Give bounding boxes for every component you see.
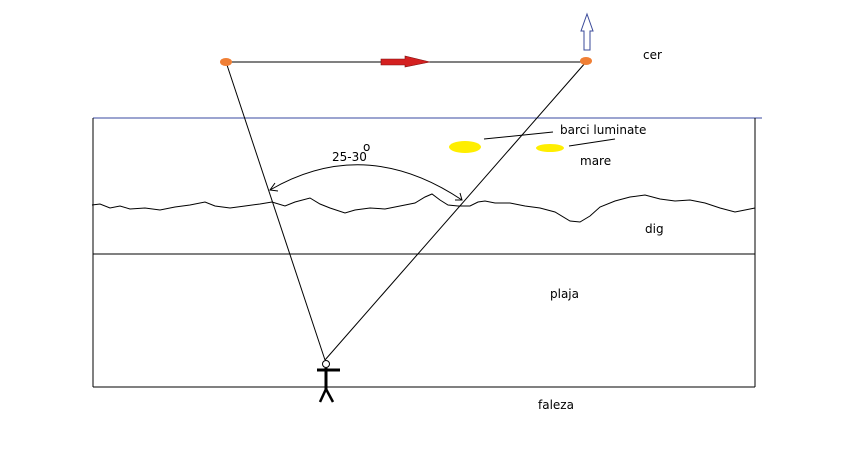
label-boats: barci luminate [560, 123, 646, 137]
label-sea: mare [580, 154, 611, 168]
dike-outline [91, 193, 756, 223]
label-sky: cer [643, 48, 662, 62]
light-source-left [220, 58, 232, 66]
boat-light-2 [536, 144, 564, 152]
sight-line-left [225, 61, 326, 361]
label-angle: 25-30 [332, 150, 367, 164]
label-beach: plaja [550, 287, 579, 301]
observer-figure [317, 360, 340, 403]
arc-arrowhead-left [269, 182, 279, 192]
arc-arrowhead-right [455, 192, 463, 201]
motion-arrow-icon [380, 55, 431, 68]
up-arrow-icon [580, 12, 594, 51]
boat-light-1 [449, 141, 481, 153]
label-degree: o [363, 140, 370, 154]
label-dike: dig [645, 222, 664, 236]
angle-arc [269, 164, 463, 201]
light-source-right [580, 57, 592, 65]
boat-leader-1 [483, 131, 554, 140]
sight-line-right [324, 61, 587, 361]
label-promenade: faleza [538, 398, 574, 412]
boat-leader-2 [568, 138, 616, 147]
